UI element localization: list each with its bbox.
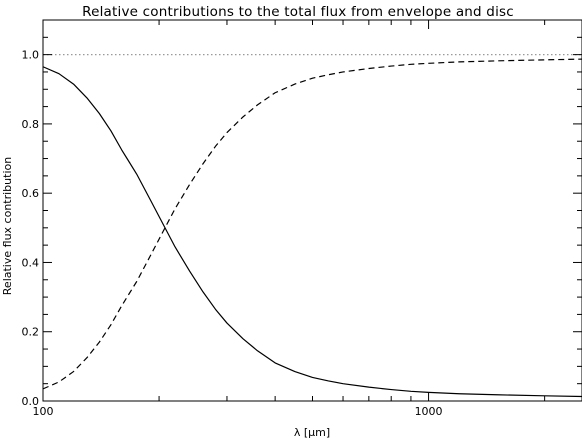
y-axis-label: Relative flux contribution (1, 157, 14, 295)
plot-area (42, 54, 582, 398)
x-axis: 100 1000 (33, 20, 546, 418)
series-line-dashed (42, 58, 582, 390)
y-tick-label: 0.4 (22, 256, 40, 269)
y-tick-label: 0.2 (22, 326, 40, 339)
x-tick-label: 1000 (415, 405, 443, 418)
y-tick-label: 1.0 (22, 49, 40, 62)
y-tick-label: 0.0 (22, 395, 40, 408)
series-line-solid (42, 66, 582, 398)
chart-title: Relative contributions to the total flux… (82, 4, 514, 20)
x-axis-label: λ [μm] (294, 426, 330, 439)
plot-frame (42, 19, 582, 402)
x-tick-label: 100 (33, 405, 54, 418)
y-tick-label: 0.6 (22, 187, 40, 200)
y-tick-label: 0.8 (22, 118, 40, 131)
y-axis: 0.0 0.2 0.4 0.6 0.8 1.0 (22, 36, 582, 408)
